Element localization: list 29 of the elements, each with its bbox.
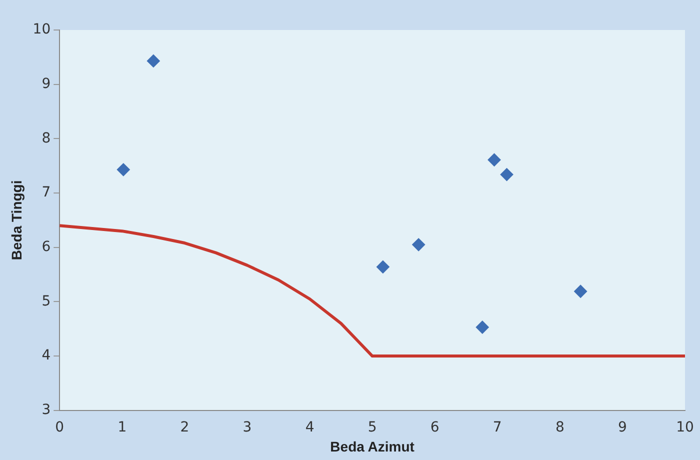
x-tick-label: 8: [555, 419, 564, 436]
y-axis-title: Beda Tinggi: [8, 180, 24, 260]
x-tick-label: 5: [368, 419, 377, 436]
x-tick-label: 9: [618, 419, 627, 436]
x-axis-title: Beda Azimut: [330, 438, 415, 454]
y-tick-label: 6: [42, 239, 51, 256]
y-tick-label: 4: [42, 348, 51, 364]
point: [116, 163, 130, 176]
y-tick-label: 10: [32, 22, 51, 38]
point: [376, 260, 390, 274]
point: [500, 168, 514, 182]
y-tick-label: 9: [42, 76, 51, 92]
y-tick-label: 8: [42, 130, 51, 146]
point: [146, 54, 160, 68]
x-tick-label: 1: [118, 419, 127, 436]
point: [488, 153, 501, 166]
point: [476, 320, 489, 334]
x-tick-label: 7: [492, 419, 502, 436]
point: [574, 284, 588, 298]
x-tick-label: 3: [242, 419, 252, 436]
y-tick-label: 3: [42, 402, 51, 418]
x-tick-label: 10: [676, 419, 694, 436]
x-tick-label: 0: [55, 419, 64, 436]
y-tick-label: 5: [42, 293, 51, 310]
x-tick-label: 6: [430, 419, 440, 436]
x-tick-label: 4: [305, 419, 314, 436]
y-tick-label: 7: [42, 184, 51, 201]
x-tick-label: 2: [180, 419, 190, 436]
point: [412, 238, 426, 252]
